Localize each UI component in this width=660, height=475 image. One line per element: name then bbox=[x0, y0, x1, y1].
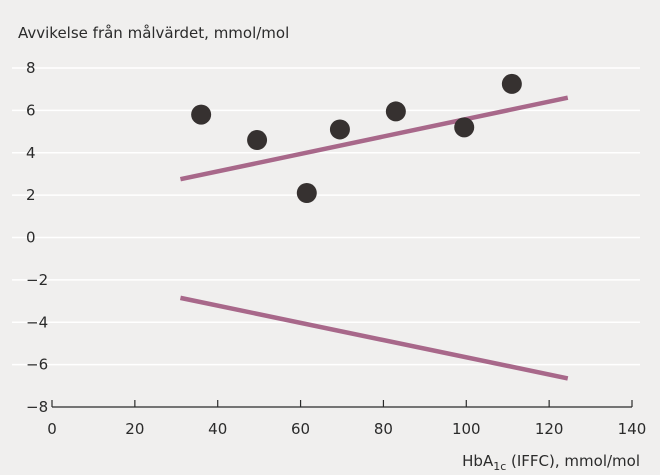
y-tick-label: 4 bbox=[26, 144, 36, 162]
data-point bbox=[329, 119, 350, 140]
x-axis: 0 20 40 60 80 100 120 140 bbox=[47, 400, 646, 438]
data-point bbox=[454, 117, 475, 138]
limit-lines bbox=[179, 95, 569, 381]
y-tick-label: 0 bbox=[26, 229, 36, 247]
data-point bbox=[191, 104, 212, 125]
y-tick-label: 8 bbox=[26, 59, 36, 77]
grid-lines bbox=[12, 67, 640, 366]
limit-line bbox=[179, 95, 569, 182]
data-point bbox=[501, 73, 522, 94]
data-point bbox=[296, 183, 317, 204]
x-tick-label: 80 bbox=[374, 420, 393, 438]
data-point bbox=[247, 130, 268, 151]
x-tick-label: 60 bbox=[291, 420, 310, 438]
y-tick-label: −2 bbox=[26, 271, 48, 289]
y-tick-label: −4 bbox=[26, 313, 48, 331]
data-point bbox=[385, 101, 406, 122]
x-axis-label: HbA1c (IFFC), mmol/mol bbox=[462, 452, 640, 473]
y-tick-label: −8 bbox=[26, 398, 48, 416]
y-tick-label: −6 bbox=[26, 356, 48, 374]
data-points bbox=[191, 73, 522, 204]
y-tick-label: 2 bbox=[26, 186, 36, 204]
x-tick-label: 40 bbox=[208, 420, 227, 438]
y-tick-label: 6 bbox=[26, 101, 36, 119]
x-tick-label: 100 bbox=[452, 420, 481, 438]
x-tick-label: 140 bbox=[618, 420, 647, 438]
y-tick-labels: 8 6 4 2 0 −2 −4 −6 −8 bbox=[26, 59, 48, 416]
limit-line bbox=[179, 295, 569, 381]
x-tick-label: 120 bbox=[535, 420, 564, 438]
y-axis-label: Avvikelse från målvärdet, mmol/mol bbox=[18, 24, 289, 42]
x-tick-label: 0 bbox=[47, 420, 57, 438]
x-tick-label: 20 bbox=[125, 420, 144, 438]
